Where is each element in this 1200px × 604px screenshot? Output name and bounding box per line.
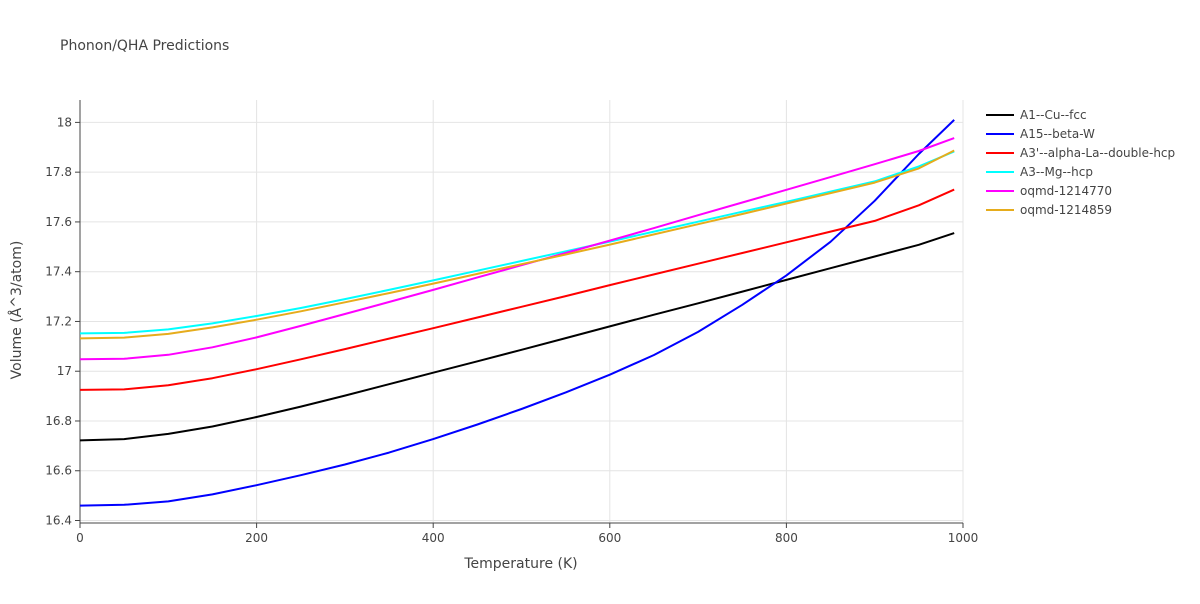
axes (79, 100, 963, 524)
series-line-4[interactable] (79, 150, 955, 335)
y-tick-label: 17.2 (45, 314, 72, 328)
y-tick-label: 17 (57, 364, 72, 378)
legend[interactable]: A1--Cu--fcc A15--beta-W A3'--alpha-La--dou… (986, 108, 1175, 217)
series-line-3[interactable] (79, 188, 955, 391)
legend-item[interactable]: A3--Mg--hcp (986, 165, 1093, 179)
plot-area (79, 119, 955, 507)
chart-title: Phonon/QHA Predictions (60, 38, 229, 54)
legend-item[interactable]: A3'--alpha-La--double-hcp (986, 146, 1175, 160)
series-line-6[interactable] (79, 149, 955, 340)
y-tick-label: 18 (57, 115, 72, 129)
y-tick-label: 16.4 (45, 514, 72, 528)
legend-item[interactable]: A15--beta-W (986, 127, 1095, 141)
x-tick-label: 1000 (948, 531, 979, 545)
series-line-2[interactable] (79, 119, 955, 507)
grid (80, 100, 964, 523)
y-axis-label: Volume (Å^3/atom) (8, 241, 25, 380)
x-tick-label: 400 (422, 531, 445, 545)
legend-label: A3--Mg--hcp (1020, 165, 1093, 179)
legend-label: A15--beta-W (1020, 127, 1095, 141)
y-tick-label: 17.4 (45, 265, 72, 279)
x-axis-label: Temperature (K) (463, 556, 577, 572)
series-line-1[interactable] (79, 232, 955, 442)
x-tick-label: 800 (775, 531, 798, 545)
x-tick-label: 0 (76, 531, 84, 545)
ticks: 0 200 400 600 800 1000 16.4 16.6 16.8 17 17.2 17.4 1… (45, 115, 978, 545)
y-tick-label: 17.6 (45, 215, 72, 229)
y-tick-label: 17.8 (45, 165, 72, 179)
legend-item[interactable]: oqmd-1214859 (986, 203, 1112, 217)
y-tick-label: 16.6 (45, 464, 72, 478)
legend-label: oqmd-1214859 (1020, 203, 1112, 217)
y-tick-label: 16.8 (45, 414, 72, 428)
legend-item[interactable]: A1--Cu--fcc (986, 108, 1087, 122)
x-tick-label: 600 (598, 531, 621, 545)
legend-label: A1--Cu--fcc (1020, 108, 1087, 122)
x-tick-label: 200 (245, 531, 268, 545)
legend-label: A3'--alpha-La--double-hcp (1020, 146, 1175, 160)
legend-item[interactable]: oqmd-1214770 (986, 184, 1112, 198)
legend-label: oqmd-1214770 (1020, 184, 1112, 198)
